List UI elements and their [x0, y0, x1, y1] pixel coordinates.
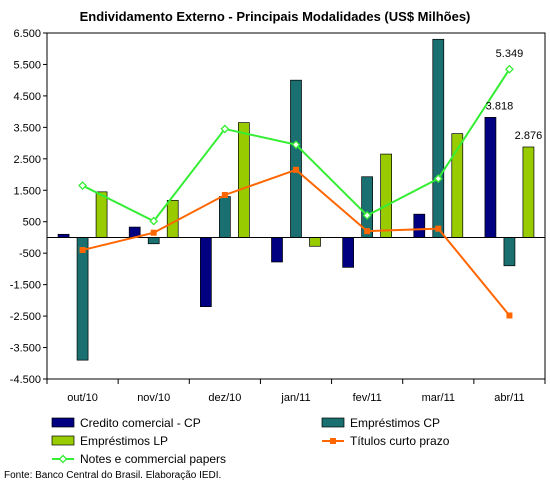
- bar: [413, 213, 426, 238]
- bar: [309, 237, 321, 247]
- bar: [166, 199, 179, 238]
- legend-item: Títulos curto prazo: [322, 434, 450, 448]
- line-marks: [78, 64, 514, 319]
- line-point: [505, 64, 514, 74]
- line-point: [291, 140, 301, 150]
- x-axis: out/10 nov/10 dez/10 jan/11 fev/11 mar/11 abr/…: [46, 379, 546, 404]
- y-tick-label: 1.500: [13, 185, 41, 197]
- bar: [484, 117, 497, 238]
- line-point: [433, 174, 443, 184]
- legend-label: Credito comercial - CP: [80, 416, 201, 430]
- line-point: [78, 181, 87, 190]
- legend-item: Notes e commercial papers: [52, 452, 226, 466]
- legend-item: Credito comercial - CP: [51, 416, 201, 430]
- data-label: 5.349: [496, 48, 524, 60]
- bar: [76, 237, 89, 361]
- legend-marker: [58, 454, 68, 464]
- legend-swatch: [51, 435, 75, 446]
- line-point: [220, 124, 230, 134]
- legend-label: Notes e commercial papers: [80, 452, 226, 466]
- line-point: [150, 229, 157, 236]
- x-tick-label: nov/10: [137, 392, 170, 404]
- legend-label: Títulos curto prazo: [350, 434, 450, 448]
- x-tick-label: jan/11: [280, 392, 310, 404]
- bar: [432, 38, 445, 238]
- line-point: [293, 166, 299, 173]
- x-tick-label: fev/11: [353, 392, 382, 404]
- y-tick-label: -4.500: [10, 374, 41, 386]
- legend-swatch: [321, 417, 345, 428]
- y-tick-label: -1.500: [10, 280, 41, 292]
- bar: [200, 237, 212, 308]
- line-point: [506, 312, 513, 319]
- legend: Credito comercial - CP Empréstimos CP Empr…: [51, 416, 450, 466]
- x-tick-label: mar/11: [422, 392, 455, 404]
- bar: [522, 146, 535, 238]
- line-point: [149, 216, 159, 226]
- bar: [238, 122, 250, 238]
- line-point: [221, 191, 228, 198]
- chart-title: Endividamento Externo - Principais Modal…: [80, 9, 471, 24]
- bar: [290, 79, 302, 238]
- line-point: [435, 225, 442, 232]
- legend-marker: [330, 438, 336, 444]
- y-axis: 6.500 5.500 4.500 3.500 2.500 1.500 500 -500 -1.…: [10, 28, 47, 386]
- bar: [95, 191, 108, 238]
- source-note: Fonte: Banco Central do Brasil. Elaboraç…: [4, 470, 221, 481]
- x-tick-label: abr/11: [494, 392, 524, 404]
- y-tick-label: 2.500: [13, 154, 41, 166]
- y-tick-label: -2.500: [10, 311, 41, 323]
- line-point: [79, 247, 86, 254]
- bar: [219, 196, 231, 238]
- x-tick-label: dez/10: [208, 392, 241, 404]
- legend-swatch: [51, 417, 75, 428]
- y-tick-label: -500: [19, 248, 41, 260]
- bar: [271, 237, 283, 263]
- data-label: 2.876: [515, 130, 543, 142]
- y-tick-label: 6.500: [13, 28, 41, 40]
- y-tick-label: 500: [23, 217, 41, 229]
- line-point: [364, 228, 371, 235]
- bar: [503, 237, 516, 267]
- data-labels: 5.349 3.818 2.876: [486, 48, 543, 142]
- y-tick-label: -3.500: [10, 343, 41, 355]
- bar: [342, 237, 354, 268]
- bar: [147, 237, 160, 245]
- y-tick-label: 4.500: [13, 91, 41, 103]
- data-label: 3.818: [486, 100, 514, 112]
- legend-label: Empréstimos LP: [80, 434, 168, 448]
- legend-item: Empréstimos LP: [51, 434, 168, 448]
- y-tick-label: 3.500: [13, 122, 41, 134]
- legend-item: Empréstimos CP: [321, 416, 440, 430]
- x-tick-label: out/10: [67, 392, 98, 404]
- line-point: [362, 211, 372, 220]
- legend-label: Empréstimos CP: [350, 416, 440, 430]
- y-tick-label: 5.500: [13, 59, 41, 71]
- bar: [380, 153, 392, 238]
